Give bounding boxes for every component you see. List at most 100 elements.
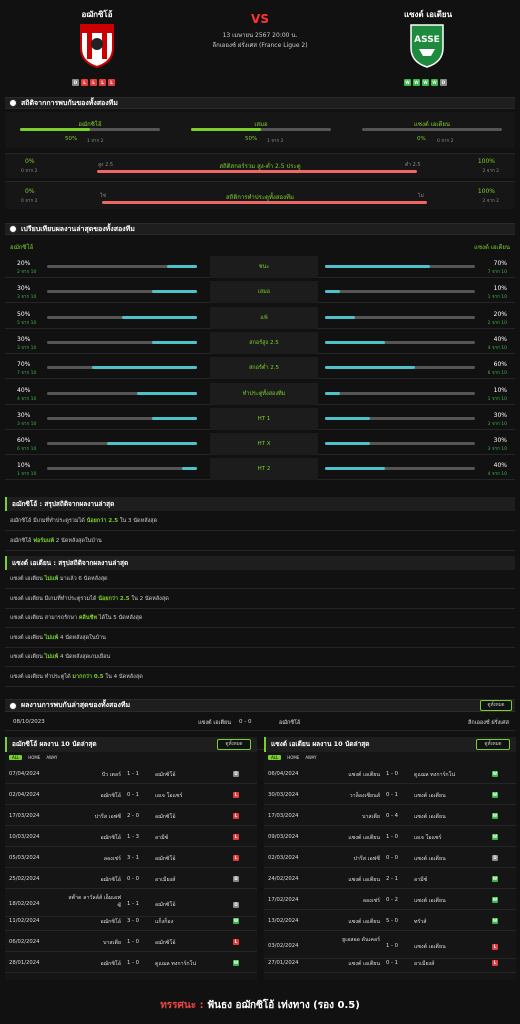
match-row[interactable]: 13/02/2024 แซงต์ เอเตียน 5 - 0 ทรัวส์ W <box>264 912 516 931</box>
tab-home[interactable]: HOME <box>28 755 41 760</box>
tab-all[interactable]: ALL <box>9 755 23 760</box>
match-row[interactable]: 17/03/2024 ปารีส เอฟซี 2 - 0 อฌักซิโอ้ L <box>5 807 257 826</box>
home-bar <box>47 366 197 370</box>
away-count: 7 จาก 10 <box>487 270 507 275</box>
match-row[interactable]: 06/04/2024 แซงต์ เอเตียน 1 - 0 ดูแฌล ทงการ์… <box>264 765 516 784</box>
away-pct: 70% <box>493 260 507 267</box>
result-badge: W <box>492 897 498 903</box>
away-pct: 10% <box>493 386 507 394</box>
compare-row: 60% 6 จาก 10 HT X 30% 3 จาก 10 <box>5 433 515 456</box>
away-team: อามีซ์ <box>155 835 169 841</box>
summary-text: ใน 2 นัดหลังสุด <box>131 595 169 602</box>
match-date: 06/02/2024 <box>9 939 40 945</box>
summary-row: แซงต์ เอเตียน ไม่แพ้ มาแล้ว 6 นัดหลังสุด <box>5 570 515 589</box>
summary-row: อฌักซิโอ้ มีเกมที่ทำประตูรวมได้ น้อยกว่า… <box>5 512 515 531</box>
home-team: สต๊าด ลาวัลล์ส์ เอ็มเอฟซี <box>68 895 121 909</box>
home-pct: 10% <box>17 462 31 470</box>
goals-right-pct: 100% <box>477 158 495 165</box>
prediction-note: ทรรศนะ : ฟันธง อฌักซิโอ้ เท่งทาง (รอง 0.… <box>0 998 520 1013</box>
tab-away[interactable]: AWAY <box>305 755 317 760</box>
away-count: 3 จาก 10 <box>487 421 507 427</box>
svg-text:ASSE: ASSE <box>414 35 440 45</box>
match-row[interactable]: 05/03/2024 ลองเช่ร์ 3 - 1 อฌักซิโอ้ L <box>5 849 257 868</box>
match-row[interactable]: 28/01/2024 อฌักซิโอ้ 1 - 0 ดูแฌล ทงการ์กโน่… <box>5 954 257 973</box>
compare-row: 30% 3 จาก 10 HT 1 30% 3 จาก 10 <box>5 407 515 430</box>
match-row[interactable]: 03/02/2024 ยูเอสออ ดันเคอร์ 1 - 0 แซงต์ เอเ… <box>264 933 516 959</box>
match-row[interactable]: 02/03/2024 ปารีส เอฟซี 0 - 0 แซงต์ เอเตียน D <box>264 849 516 868</box>
home-team: แซงต์ เอเตียน <box>348 961 380 967</box>
home-bar <box>47 467 197 471</box>
h2h-home-wins-pct: 50% <box>65 136 78 142</box>
match-row[interactable]: 07/04/2024 ปัว เตอร์ 1 - 1 อฌักซิโอ้ D <box>5 765 257 784</box>
home-team: ลองเช่ร์ <box>103 856 121 862</box>
match-date: 07/04/2024 <box>9 771 40 777</box>
away-bar <box>325 467 475 471</box>
compare-row: 30% 3 จาก 10 เสมอ 10% 1 จาก 10 <box>5 281 515 304</box>
summary-text: แซงต์ เอเตียน ทำประตูได้ <box>10 673 71 680</box>
match-row[interactable]: 30/03/2024 วาล็องเซียนส์ 0 - 1 แซงต์ เอเตีย… <box>264 786 516 805</box>
summary-text: ได้ใน 5 นัดหลังสุด <box>98 615 143 621</box>
compare-label: สกอร์สูง 2.5 <box>210 331 318 354</box>
home-count: 3 จาก 10 <box>17 295 37 301</box>
result-badge: L <box>492 960 498 966</box>
match-date: 25/02/2024 <box>9 876 40 882</box>
compare-label: แพ้ <box>210 306 318 329</box>
home-team: บาสเตีย <box>362 814 380 820</box>
match-row[interactable]: 09/03/2024 แซงต์ เอเตียน 1 - 0 เอเจ โอแซร์ W <box>264 828 516 847</box>
summary-text: 4 นัดหลังสุดเกมเยือน <box>59 654 111 660</box>
away-bar <box>325 315 475 319</box>
match-league: ลีกเอองซ์ ฝรั่งเศส (France Ligue 2) <box>212 42 308 49</box>
football-icon <box>9 701 17 710</box>
prediction-text: ฟันธง อฌักซิโอ้ เท่งทาง (รอง 0.5) <box>207 1000 360 1011</box>
match-date: 17/03/2024 <box>9 813 40 819</box>
summary-text: 4 นัดหลังสุดในบ้าน <box>59 634 106 641</box>
away-team-name: แซงต์ เอเตียน <box>403 10 453 19</box>
match-row[interactable]: 17/03/2024 บาสเตีย 0 - 4 แซงต์ เอเตียน W <box>264 807 516 826</box>
home-team-name: อฌักซิโอ้ <box>81 10 113 19</box>
home-last10-view-all-button[interactable]: ดูทั้งหมด <box>217 739 251 750</box>
form-badge: L <box>99 79 106 86</box>
away-count: 4 จาก 10 <box>487 472 507 478</box>
away-bar <box>325 265 475 268</box>
match-row[interactable]: 17/02/2024 ลองเช่ร์ 0 - 2 แซงต์ เอเตียน W <box>264 891 516 910</box>
h2h-results-header: ผลงานการพบกันล่าสุดของทั้งสองทีม <box>5 699 515 712</box>
match-row[interactable]: 18/02/2024 สต๊าด ลาวัลล์ส์ เอ็มเอฟซี 1 - 1… <box>5 891 257 917</box>
h2h-draws-count: 1 จาก 2 <box>267 139 284 144</box>
result-badge: W <box>233 960 239 966</box>
away-last10-view-all-button[interactable]: ดูทั้งหมด <box>476 739 510 750</box>
result-badge: W <box>492 771 498 777</box>
form-badge: L <box>108 79 115 86</box>
score: 0 - 4 <box>386 813 399 819</box>
result-badge: L <box>492 944 498 950</box>
match-date: 18/02/2024 <box>9 901 40 907</box>
result-badge: L <box>233 939 239 945</box>
compare-label: HT X <box>210 433 318 456</box>
match-row[interactable]: 25/02/2024 อฌักซิโอ้ 0 - 0 อาเมียงส์ D <box>5 870 257 889</box>
h2h-result-row[interactable]: 08/10/2023 แซงต์ เอเตียน 0 - 0 อฌักซิโอ้ ลีก… <box>5 714 515 731</box>
match-row[interactable]: 02/04/2024 อฌักซิโอ้ 0 - 1 เอเจ โอแซร์ L <box>5 786 257 805</box>
h2h-view-all-button[interactable]: ดูทั้งหมด <box>480 700 512 711</box>
score: 0 - 1 <box>386 792 399 798</box>
away-count: 6 จาก 10 <box>487 371 507 377</box>
compare-label: ทำประตูทั้งสองทีม <box>210 382 318 405</box>
h2h-summary-panel: อฌักซิโอ้ 50% 1 จาก 2 เสมอ 50% 1 จาก 2 แ… <box>5 112 515 148</box>
tab-all[interactable]: ALL <box>268 755 282 760</box>
match-row[interactable]: 11/02/2024 อฌักซิโอ้ 3 - 0 แก็งก็อง W <box>5 912 257 931</box>
away-team: แซงต์ เอเตียน <box>414 944 446 950</box>
away-pct: 30% <box>493 437 507 445</box>
match-row[interactable]: 10/03/2024 อฌักซิโอ้ 1 - 3 อามีซ์ L <box>5 828 257 847</box>
score: 1 - 0 <box>127 960 140 966</box>
summary-text: แซงต์ เอเตียน <box>10 654 43 660</box>
score: 0 - 1 <box>386 960 399 966</box>
tab-away[interactable]: AWAY <box>46 755 58 760</box>
match-row[interactable]: 06/02/2024 บาสเตีย 1 - 0 อฌักซิโอ้ L <box>5 933 257 952</box>
tab-home[interactable]: HOME <box>287 755 300 760</box>
form-badge: L <box>90 79 97 86</box>
match-row[interactable]: 24/02/2024 แซงต์ เอเตียน 2 - 1 อามีซ์ W <box>264 870 516 889</box>
home-count: 4 จาก 10 <box>17 396 37 402</box>
summary-row: แซงต์ เอเตียน สามารถรักษา คลีนชีท ได้ใน … <box>5 609 515 628</box>
match-row[interactable]: 27/01/2024 แซงต์ เอเตียน 0 - 1 อาเมียงส์ L <box>264 954 516 973</box>
home-team: ลองเช่ร์ <box>362 898 380 904</box>
